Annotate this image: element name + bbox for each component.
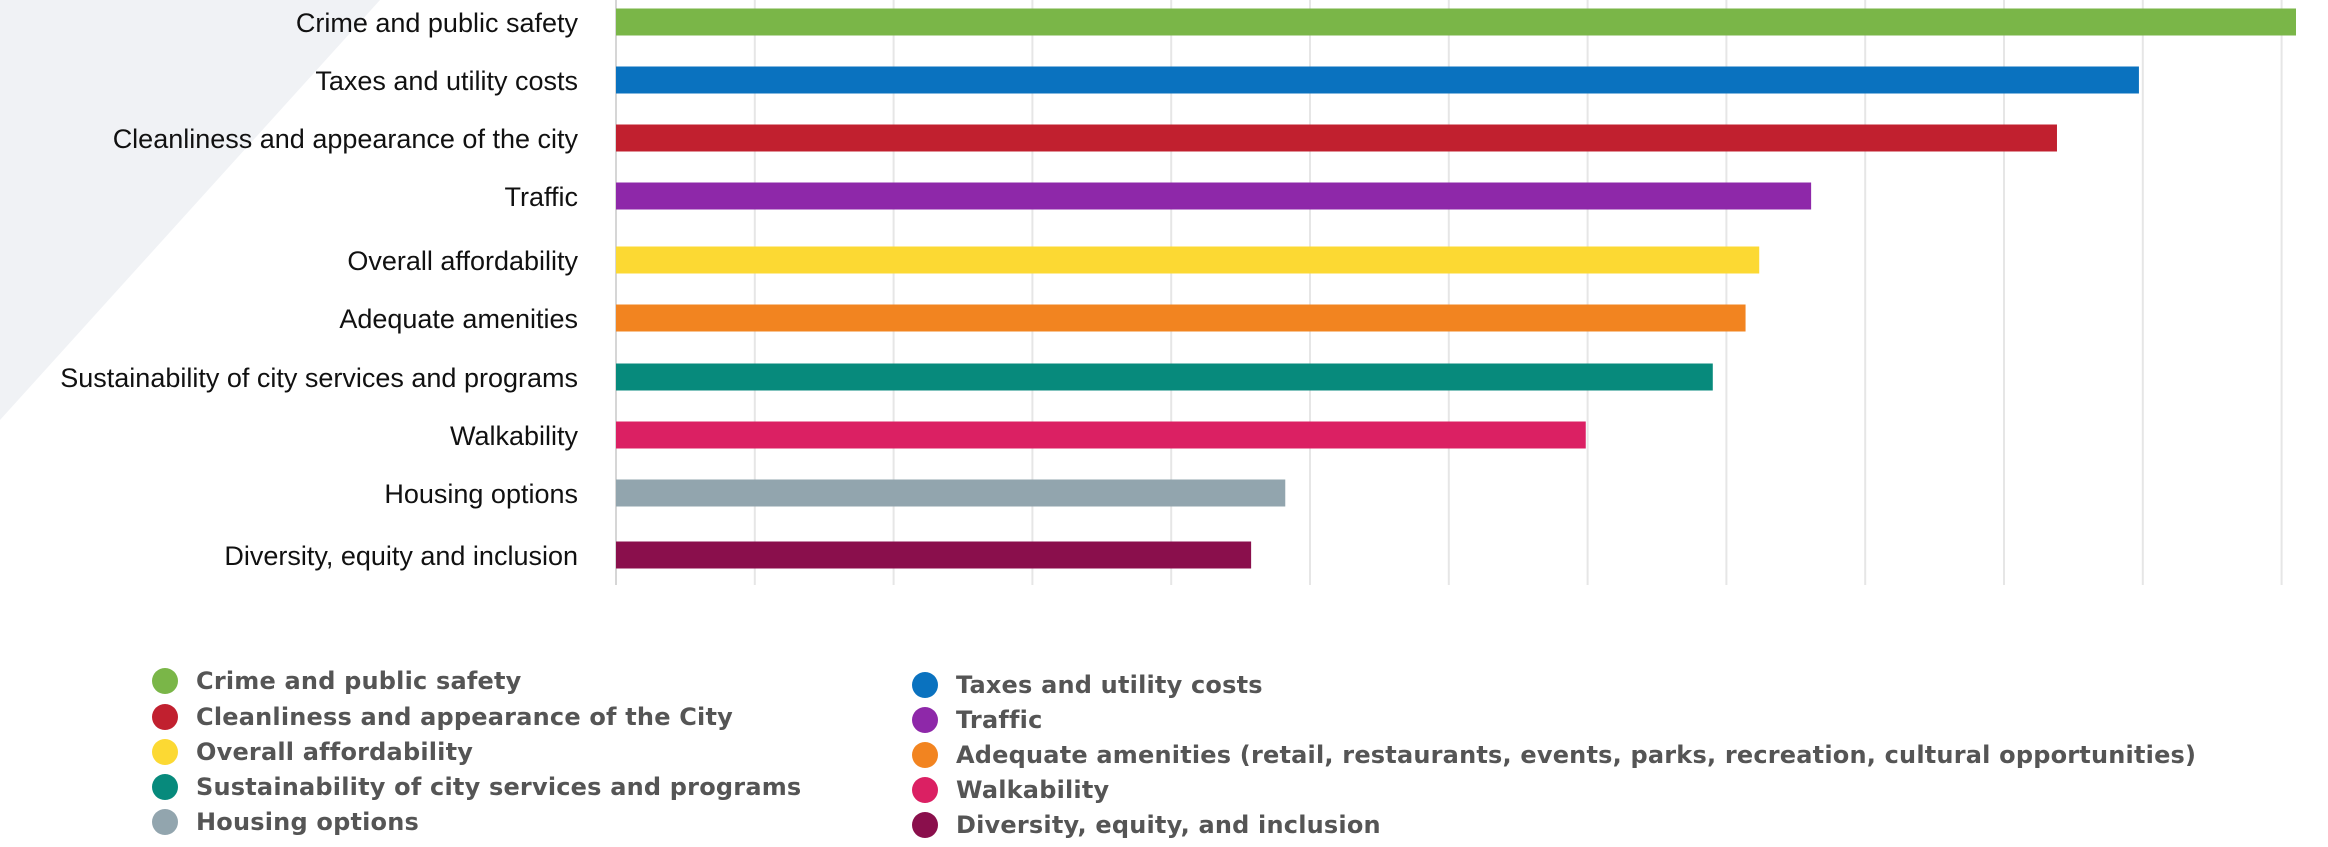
legend-label: Sustainability of city services and prog… [196, 773, 802, 801]
legend-swatch [152, 668, 178, 694]
bar [616, 541, 1252, 569]
bar [616, 8, 2296, 36]
bar [616, 246, 1760, 274]
legend-item: Walkability [912, 773, 1109, 807]
category-label: Housing options [384, 479, 578, 509]
legend-label: Taxes and utility costs [956, 671, 1263, 699]
legend-label: Diversity, equity, and inclusion [956, 811, 1381, 839]
category-label: Traffic [504, 182, 578, 212]
legend-swatch [912, 777, 938, 803]
bar [616, 182, 1812, 210]
bar [616, 66, 2139, 94]
legend-item: Traffic [912, 703, 1043, 737]
legend-label: Cleanliness and appearance of the City [196, 703, 733, 731]
legend-item: Housing options [152, 805, 419, 839]
category-label: Overall affordability [347, 246, 578, 276]
legend-swatch [152, 739, 178, 765]
legend-item: Cleanliness and appearance of the City [152, 700, 733, 734]
legend-label: Overall affordability [196, 738, 474, 766]
legend-label: Walkability [956, 776, 1110, 804]
legend-item: Taxes and utility costs [912, 668, 1263, 702]
category-label: Diversity, equity and inclusion [224, 541, 578, 571]
legend-label: Adequate amenities (retail, restaurants,… [956, 741, 2197, 769]
legend-label: Housing options [196, 808, 420, 836]
category-label: Adequate amenities [339, 304, 578, 334]
legend-item: Adequate amenities (retail, restaurants,… [912, 738, 2196, 772]
bar [616, 124, 2057, 152]
legend-swatch [912, 707, 938, 733]
category-label: Cleanliness and appearance of the city [113, 124, 579, 154]
legend-swatch [912, 672, 938, 698]
bar [616, 363, 1713, 391]
legend-item: Overall affordability [152, 735, 473, 769]
legend-label: Crime and public safety [196, 667, 522, 695]
legend-swatch [152, 809, 178, 835]
legend-swatch [912, 742, 938, 768]
bar-chart: Crime and public safety Taxes and utility… [60, 0, 2296, 585]
legend-swatch [152, 704, 178, 730]
category-label: Crime and public safety [296, 8, 579, 38]
legend-item: Sustainability of city services and prog… [152, 770, 801, 804]
legend-item: Crime and public safety [152, 664, 522, 698]
bar [616, 304, 1746, 332]
legend-label: Traffic [956, 706, 1043, 734]
bar [616, 479, 1286, 507]
legend-swatch [152, 774, 178, 800]
category-label: Taxes and utility costs [315, 66, 578, 96]
category-label: Sustainability of city services and prog… [60, 363, 578, 393]
legend-item: Diversity, equity, and inclusion [912, 808, 1381, 842]
legend-swatch [912, 812, 938, 838]
bar [616, 421, 1586, 449]
chart-legend: Crime and public safety Cleanliness and a… [152, 664, 2252, 844]
category-label: Walkability [450, 421, 579, 451]
